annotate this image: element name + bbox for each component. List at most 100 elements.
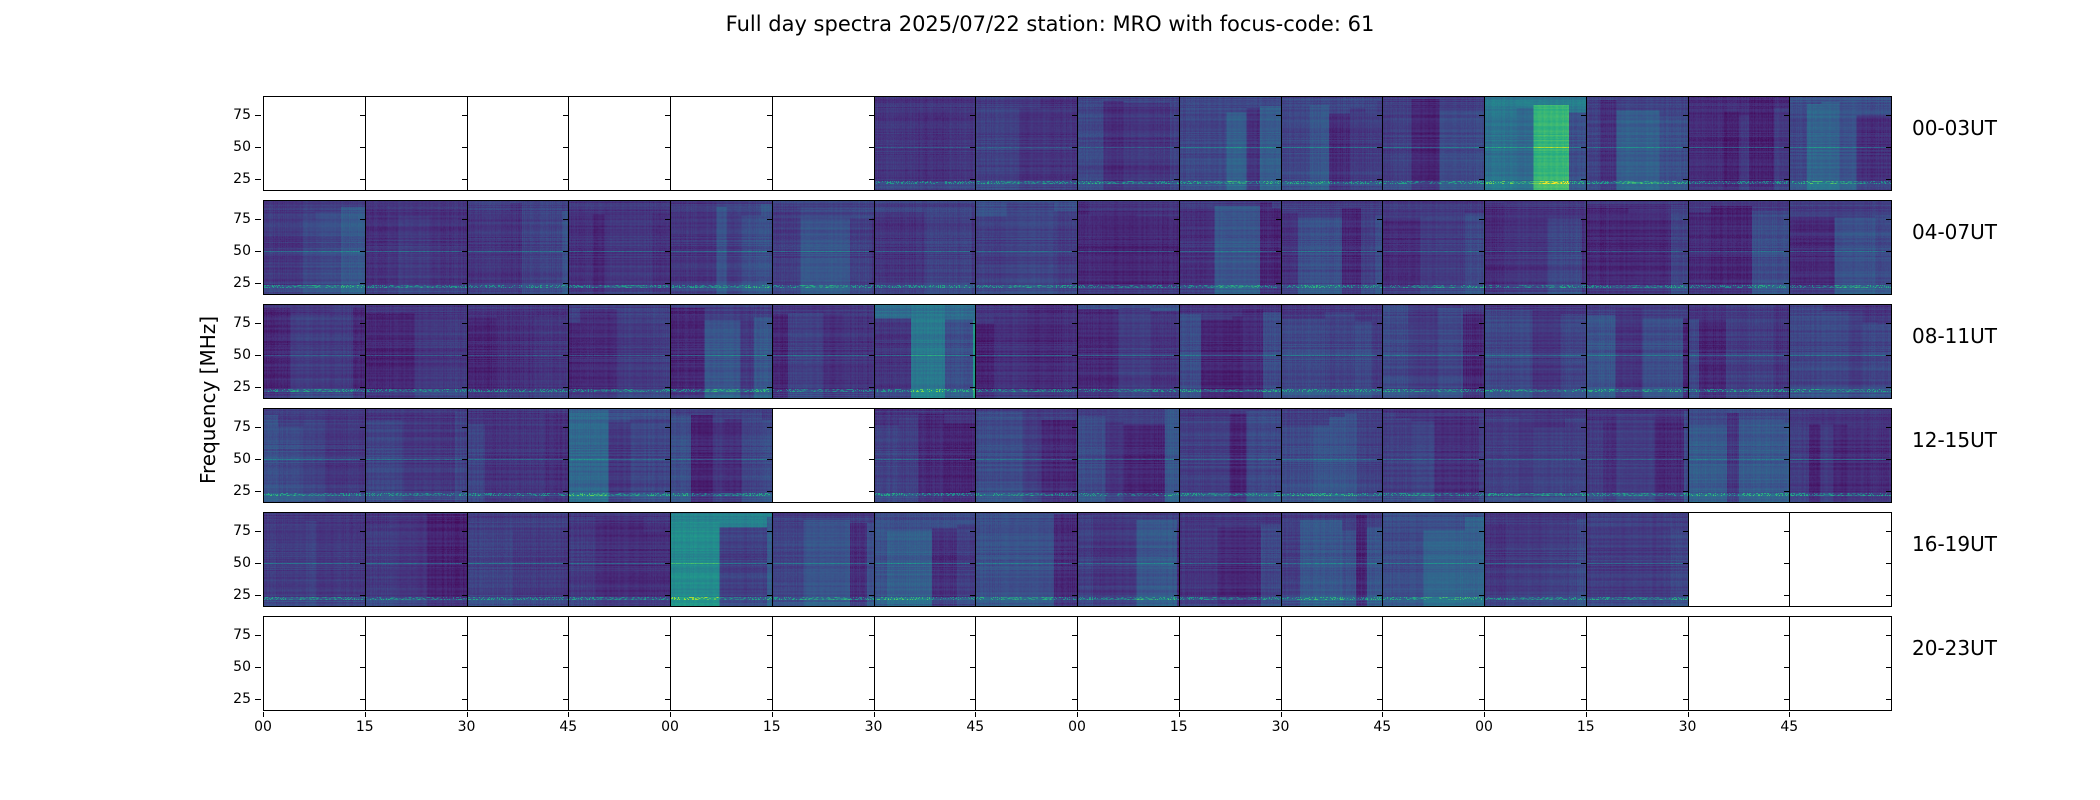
spectrogram-image	[1383, 513, 1484, 606]
spectrogram-image	[467, 409, 569, 502]
y-tick-mark	[359, 355, 365, 357]
y-tick-mark	[1479, 147, 1484, 149]
y-tick-mark	[563, 323, 569, 325]
y-tick-mark	[1072, 386, 1077, 388]
y-tick-mark	[1173, 563, 1179, 565]
y-tick-mark	[255, 667, 261, 669]
y-tick-mark	[1580, 490, 1586, 492]
spectrum-panel	[1178, 408, 1282, 503]
spectrum-panel	[670, 304, 773, 399]
y-tick-mark	[1275, 594, 1281, 596]
row-time-label: 20-23UT	[1912, 636, 1997, 660]
y-tick-mark	[1173, 594, 1179, 596]
y-tick-mark	[970, 251, 976, 253]
x-tick-label: 00	[661, 719, 679, 735]
y-tick-mark	[1479, 635, 1484, 637]
y-tick-mark	[359, 459, 365, 461]
y-tick-mark	[1580, 667, 1586, 669]
y-tick-mark	[359, 667, 365, 669]
empty-spectrum-panel	[1687, 616, 1791, 711]
y-tick-mark	[1173, 323, 1179, 325]
spectrogram-image	[671, 409, 772, 502]
spectrum-panel	[1382, 408, 1485, 503]
y-tick-mark	[1886, 355, 1891, 357]
empty-spectrum-panel	[364, 616, 468, 711]
spectrogram-image	[1586, 305, 1688, 398]
x-tick-mark	[1077, 712, 1078, 717]
y-tick-mark	[1275, 490, 1281, 492]
y-tick-mark	[868, 490, 874, 492]
y-tick-mark	[1479, 219, 1484, 221]
y-tick-mark	[1886, 635, 1891, 637]
y-tick-mark	[868, 563, 874, 565]
spectrogram-image	[365, 409, 467, 502]
spectrum-panel	[1382, 96, 1485, 191]
y-tick-mark	[359, 147, 365, 149]
y-tick-label: 50	[233, 347, 251, 364]
y-tick-mark	[563, 178, 569, 180]
spectrogram-image	[1485, 513, 1586, 606]
spectrum-panel	[1687, 304, 1791, 399]
y-tick-mark	[1784, 698, 1790, 700]
spectrogram-image	[1281, 201, 1383, 294]
spectrogram-image	[874, 409, 976, 502]
spectrogram-image	[1485, 201, 1586, 294]
row-time-label: 08-11UT	[1912, 324, 1997, 348]
y-tick-mark	[766, 386, 772, 388]
x-tick-label: 15	[1576, 719, 1595, 735]
y-tick-mark	[1580, 178, 1586, 180]
spectrum-panel	[1280, 512, 1384, 607]
y-tick-mark	[868, 323, 874, 325]
spectrogram-image	[1179, 513, 1281, 606]
spectra-row: 75 50 25	[233, 96, 1892, 191]
y-tick-mark	[970, 323, 976, 325]
y-tick-mark	[359, 251, 365, 253]
spectrogram-image	[1586, 513, 1688, 606]
spectrogram-image	[874, 305, 976, 398]
y-tick-mark	[1886, 698, 1891, 700]
spectrum-panel	[1077, 512, 1180, 607]
spectrum-panel	[1077, 408, 1180, 503]
x-tick-label: 45	[1373, 719, 1392, 735]
y-tick-mark	[1682, 282, 1688, 284]
y-tick-mark	[766, 459, 772, 461]
spectrum-panel	[1484, 200, 1587, 295]
y-tick-mark	[1784, 282, 1790, 284]
spectrum-panel	[568, 408, 671, 503]
y-tick-mark	[868, 282, 874, 284]
y-tick-mark	[563, 667, 569, 669]
y-tick-mark	[1275, 531, 1281, 533]
spectrogram-image	[467, 513, 569, 606]
y-tick-mark	[1784, 251, 1790, 253]
y-tick-mark	[1377, 147, 1383, 149]
y-tick-mark	[1682, 594, 1688, 596]
y-tick-mark	[1275, 355, 1281, 357]
spectrum-panel	[568, 512, 671, 607]
y-tick-mark	[1886, 147, 1891, 149]
y-tick-mark	[766, 698, 772, 700]
y-tick-mark	[1479, 563, 1484, 565]
y-tick-mark	[1784, 563, 1790, 565]
y-tick-mark	[766, 115, 772, 117]
y-tick-label: 50	[233, 659, 251, 676]
spectrogram-image	[976, 305, 1077, 398]
empty-spectrum-panel	[263, 96, 366, 191]
y-tick-mark	[255, 427, 261, 429]
y-tick-mark	[1479, 427, 1484, 429]
empty-spectrum-panel	[1280, 616, 1384, 711]
y-tick-mark	[359, 490, 365, 492]
spectrum-panel	[1280, 200, 1384, 295]
y-tick-mark	[868, 219, 874, 221]
x-tick-label: 45	[966, 719, 985, 735]
y-tick-mark	[970, 490, 976, 492]
y-tick-mark	[461, 427, 467, 429]
y-tick-mark	[1377, 178, 1383, 180]
y-tick-mark	[766, 323, 772, 325]
y-tick-mark	[1580, 251, 1586, 253]
spectrogram-image	[1688, 97, 1790, 190]
y-tick-mark	[1173, 282, 1179, 284]
y-tick-mark	[970, 563, 976, 565]
empty-spectrum-panel	[1585, 616, 1689, 711]
spectrogram-image	[1790, 97, 1891, 190]
spectrum-panel	[1484, 96, 1587, 191]
